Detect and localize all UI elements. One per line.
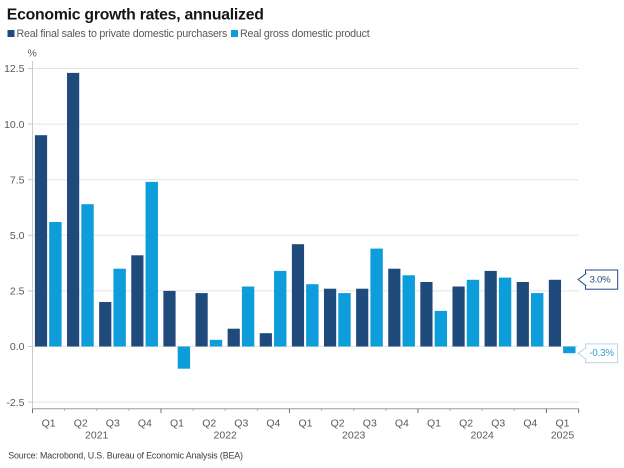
svg-text:Q3: Q3	[234, 418, 248, 430]
svg-text:Q4: Q4	[266, 418, 280, 430]
svg-text:Q3: Q3	[363, 418, 377, 430]
svg-text:Q3: Q3	[491, 418, 505, 430]
svg-text:Q1: Q1	[170, 418, 184, 430]
svg-text:Real gross domestic product: Real gross domestic product	[240, 28, 370, 40]
svg-text:Q4: Q4	[138, 418, 152, 430]
svg-text:Q2: Q2	[202, 418, 216, 430]
svg-text:Q2: Q2	[331, 418, 345, 430]
svg-text:2.5: 2.5	[10, 286, 25, 298]
svg-text:2021: 2021	[85, 430, 109, 442]
svg-text:5.0: 5.0	[10, 230, 25, 242]
svg-text:-0.3%: -0.3%	[589, 348, 614, 359]
svg-text:12.5: 12.5	[4, 63, 25, 75]
svg-text:2022: 2022	[214, 430, 238, 442]
svg-text:Q4: Q4	[523, 418, 537, 430]
svg-text:Economic growth rates, annuali: Economic growth rates, annualized	[7, 6, 264, 23]
svg-text:0.0: 0.0	[10, 341, 25, 353]
svg-text:-2.5: -2.5	[6, 397, 24, 409]
svg-text:Source: Macrobond, U.S. Bureau: Source: Macrobond, U.S. Bureau of Econom…	[8, 451, 243, 461]
svg-text:10.0: 10.0	[4, 119, 25, 131]
svg-text:Q2: Q2	[74, 418, 88, 430]
svg-text:7.5: 7.5	[10, 174, 25, 186]
svg-text:Q1: Q1	[427, 418, 441, 430]
svg-text:Q2: Q2	[459, 418, 473, 430]
svg-text:2024: 2024	[471, 430, 495, 442]
svg-text:Q1: Q1	[555, 418, 569, 430]
svg-text:Q1: Q1	[298, 418, 312, 430]
svg-text:2023: 2023	[342, 430, 366, 442]
svg-text:Real final sales to private do: Real final sales to private domestic pur…	[17, 28, 228, 40]
svg-text:Q3: Q3	[106, 418, 120, 430]
svg-text:Q4: Q4	[395, 418, 409, 430]
svg-text:2025: 2025	[551, 430, 575, 442]
svg-text:Q1: Q1	[42, 418, 56, 430]
svg-text:3.0%: 3.0%	[590, 274, 611, 285]
svg-text:%: %	[28, 48, 37, 60]
